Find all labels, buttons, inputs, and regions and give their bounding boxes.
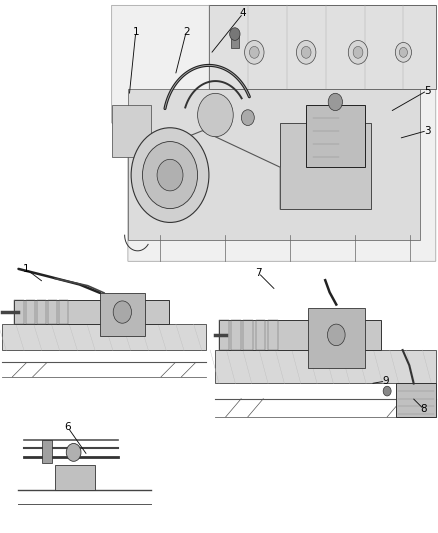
Text: 5: 5 <box>424 86 431 95</box>
Text: 8: 8 <box>420 405 427 414</box>
Polygon shape <box>307 308 365 368</box>
FancyBboxPatch shape <box>231 35 239 49</box>
Circle shape <box>328 324 345 345</box>
Polygon shape <box>42 440 52 463</box>
Polygon shape <box>306 104 364 167</box>
Text: 4: 4 <box>240 9 247 18</box>
Text: 7: 7 <box>255 268 262 278</box>
Circle shape <box>142 142 198 208</box>
Circle shape <box>230 28 240 41</box>
Polygon shape <box>112 5 436 261</box>
Circle shape <box>395 43 412 62</box>
Circle shape <box>383 386 391 396</box>
Circle shape <box>157 159 183 191</box>
Text: 6: 6 <box>64 423 71 432</box>
Circle shape <box>348 41 368 64</box>
Polygon shape <box>100 293 145 336</box>
Text: 9: 9 <box>382 376 389 386</box>
Text: 1: 1 <box>132 27 139 37</box>
Circle shape <box>241 110 254 126</box>
Circle shape <box>244 41 264 64</box>
Polygon shape <box>14 300 169 324</box>
Circle shape <box>250 46 259 58</box>
Text: 2: 2 <box>183 27 190 37</box>
Text: 1: 1 <box>23 264 30 274</box>
Circle shape <box>131 128 209 222</box>
Polygon shape <box>209 5 436 89</box>
Polygon shape <box>112 104 151 157</box>
Polygon shape <box>280 123 371 209</box>
Circle shape <box>328 93 343 111</box>
Circle shape <box>301 46 311 58</box>
Polygon shape <box>396 384 436 417</box>
Polygon shape <box>55 465 95 489</box>
Polygon shape <box>215 350 436 384</box>
Text: 3: 3 <box>424 126 431 135</box>
Circle shape <box>198 93 233 136</box>
Circle shape <box>297 41 316 64</box>
Polygon shape <box>219 320 381 350</box>
Circle shape <box>353 46 363 58</box>
Circle shape <box>66 443 81 462</box>
Circle shape <box>113 301 131 323</box>
Polygon shape <box>2 324 206 351</box>
Polygon shape <box>128 89 420 240</box>
Circle shape <box>399 47 407 57</box>
